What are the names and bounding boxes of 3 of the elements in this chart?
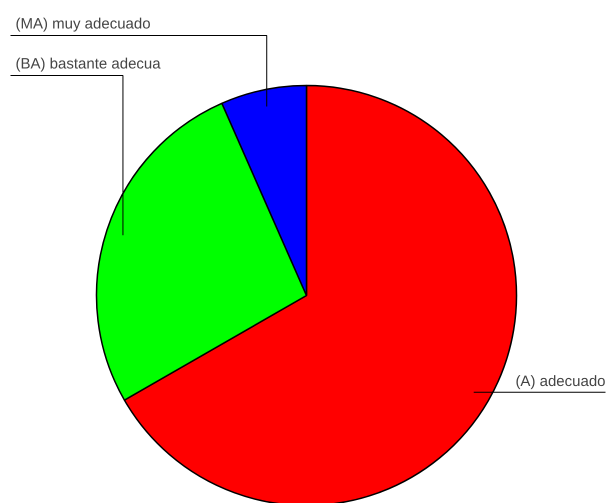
slice-label: (MA) muy adecuado [16,15,151,32]
slice-label: (BA) bastante adecua [16,55,162,72]
slice-label: (A) adecuado [515,373,606,390]
